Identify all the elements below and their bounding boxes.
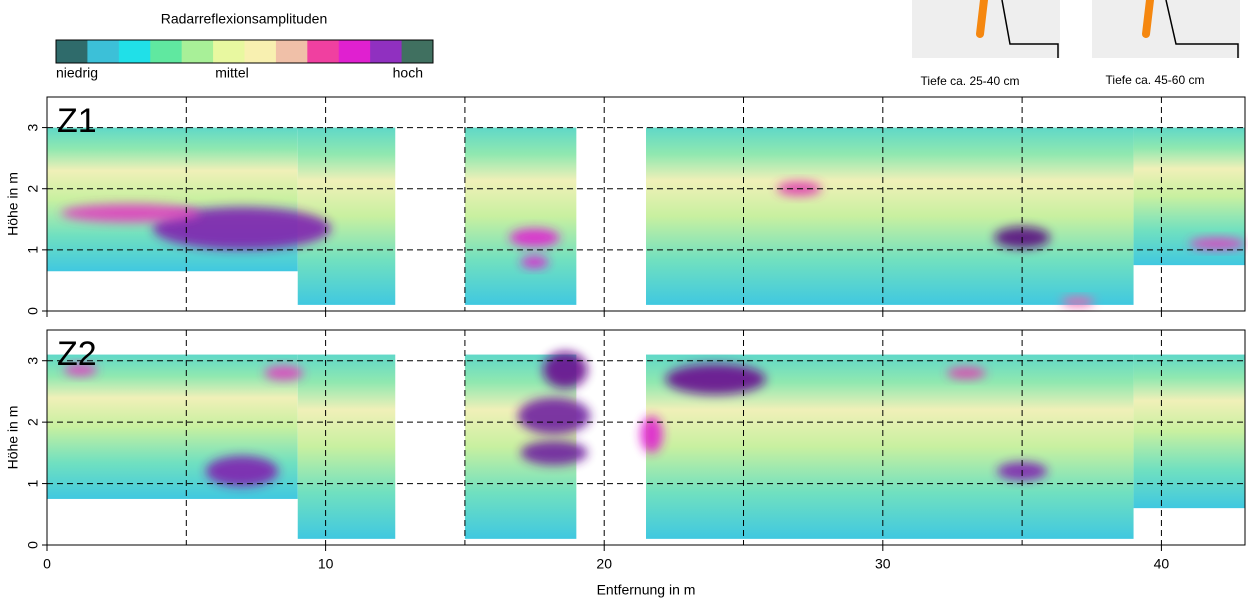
colorbar [55, 39, 434, 64]
anomaly [640, 416, 663, 453]
anomaly [63, 363, 98, 377]
anomaly [152, 207, 332, 250]
y-tick-label: 2 [25, 185, 41, 193]
colorbar-frame [55, 39, 434, 64]
anomaly [520, 255, 549, 269]
colorbar-swatch [370, 40, 403, 63]
data-region [646, 127, 1134, 305]
anomaly [205, 455, 279, 487]
data-region [464, 127, 577, 305]
colorbar-swatch [87, 40, 120, 63]
anomaly [60, 204, 201, 223]
x-tick-label: 30 [875, 556, 891, 572]
anomaly [517, 397, 591, 435]
inset-caption: Tiefe ca. 25-40 cm [921, 74, 1020, 88]
data-region [297, 354, 396, 539]
anomaly [509, 228, 560, 247]
anomaly [264, 365, 304, 381]
y-tick-label: 0 [25, 307, 41, 315]
y-axis-label: Höhe in m [5, 406, 21, 470]
anomaly [1061, 296, 1095, 307]
plot-frame [46, 96, 1246, 312]
y-tick-label: 3 [25, 357, 41, 365]
panel: 0 1 2 3 Z1 Höhe in m [5, 96, 1246, 317]
y-tick-label: 0 [25, 541, 41, 549]
panel-label: Z1 [57, 102, 97, 140]
colorbar-swatch [275, 40, 308, 63]
y-tick-label: 3 [25, 123, 41, 131]
colorbar-swatch [118, 40, 151, 63]
colorbar-swatch [181, 40, 214, 63]
legend-title: Radarreflexionsamplituden [161, 11, 328, 27]
colorbar-swatch [150, 40, 183, 63]
x-tick-label: 0 [43, 556, 51, 572]
colorbar-swatch [213, 40, 245, 63]
x-axis-label: Entfernung in m [597, 582, 696, 598]
legend-label: mittel [215, 65, 248, 81]
anomaly [542, 351, 588, 389]
colorbar-swatch [338, 40, 371, 63]
colorbar-swatch [56, 40, 88, 63]
colorbar-swatch [401, 40, 434, 63]
y-axis-label: Höhe in m [5, 172, 21, 236]
colorbar-swatch [307, 40, 340, 63]
panel-label: Z2 [57, 335, 97, 373]
anomaly [946, 366, 986, 380]
colorbar-swatch [244, 40, 277, 63]
anomaly [520, 440, 588, 466]
data-region [1133, 354, 1245, 509]
anomaly [1189, 237, 1245, 250]
y-tick-label: 2 [25, 418, 41, 426]
x-tick-label: 40 [1154, 556, 1170, 572]
x-tick-label: 20 [596, 556, 612, 572]
y-tick-label: 1 [25, 246, 41, 254]
anomaly [665, 363, 766, 395]
y-tick-label: 1 [25, 479, 41, 487]
x-tick-label: 10 [318, 556, 334, 572]
inset-images [912, 0, 1240, 58]
legend-label: niedrig [56, 65, 98, 81]
legend-label: hoch [393, 65, 423, 81]
plot-frame [46, 329, 1246, 546]
inset-caption: Tiefe ca. 45-60 cm [1106, 73, 1205, 87]
